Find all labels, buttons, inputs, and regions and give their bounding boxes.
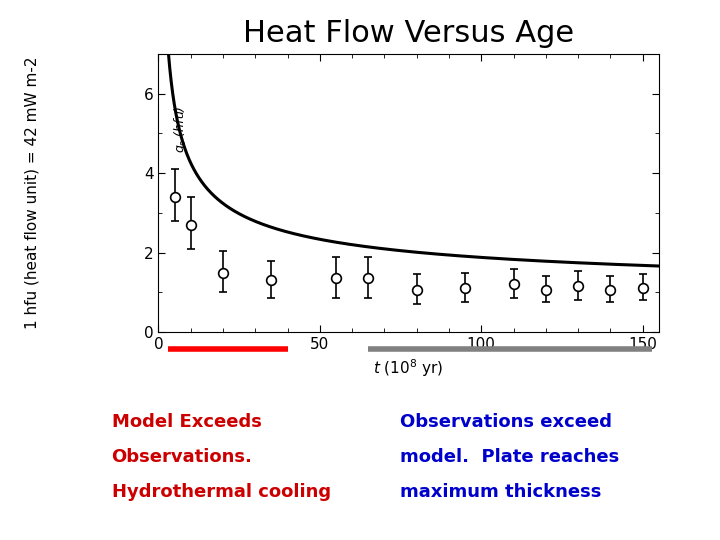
Text: model.  Plate reaches: model. Plate reaches (400, 448, 619, 466)
Text: Model Exceeds: Model Exceeds (112, 413, 261, 431)
Text: 1 hfu (heat flow unit) = 42 mW m-2: 1 hfu (heat flow unit) = 42 mW m-2 (25, 57, 40, 329)
Text: Heat Flow Versus Age: Heat Flow Versus Age (243, 19, 574, 48)
Text: $q_s$ (hfu): $q_s$ (hfu) (172, 105, 189, 153)
Text: Hydrothermal cooling: Hydrothermal cooling (112, 483, 330, 501)
X-axis label: $t\ (10^8\ \mathrm{yr})$: $t\ (10^8\ \mathrm{yr})$ (374, 357, 444, 379)
Text: maximum thickness: maximum thickness (400, 483, 601, 501)
Text: Observations exceed: Observations exceed (400, 413, 611, 431)
Text: Observations.: Observations. (112, 448, 253, 466)
